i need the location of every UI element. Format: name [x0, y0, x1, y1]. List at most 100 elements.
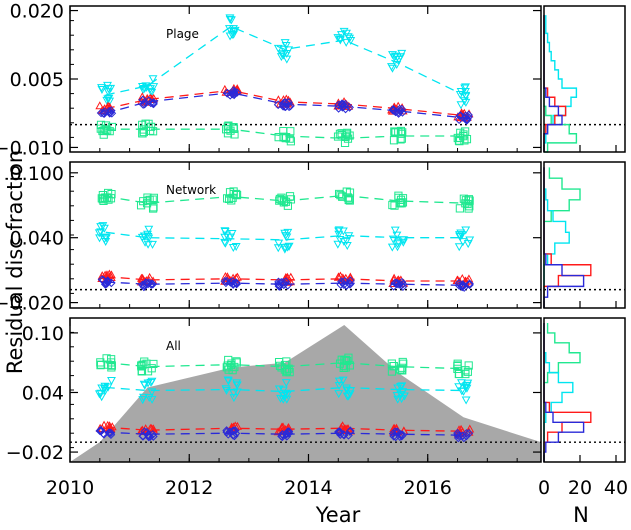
marker-cyan	[138, 86, 148, 95]
hist-frame	[543, 5, 626, 153]
marker-blue	[105, 108, 115, 118]
marker-blue	[454, 115, 464, 125]
marker-blue	[278, 430, 287, 439]
panel-label: Network	[166, 183, 216, 197]
marker-cyan	[230, 26, 240, 35]
marker-green	[140, 357, 149, 366]
marker-blue	[97, 275, 107, 284]
marker-blue	[334, 427, 343, 437]
marker-blue	[454, 431, 464, 441]
marker-blue	[336, 280, 346, 289]
marker-cyan	[281, 379, 291, 388]
marker-blue	[284, 102, 294, 112]
marker-green	[101, 121, 111, 130]
x-tick-label: 2014	[284, 477, 332, 499]
marker-blue	[278, 432, 287, 442]
marker-cyan	[222, 231, 232, 240]
marker-cyan	[457, 387, 467, 396]
marker-cyan	[144, 225, 154, 234]
marker-blue	[274, 281, 284, 291]
hist-x-tick-label: 40	[604, 477, 628, 499]
marker-green	[144, 119, 153, 128]
marker-green	[223, 129, 233, 138]
marker-blue	[229, 85, 238, 95]
marker-cyan	[460, 87, 470, 96]
marker-green	[453, 364, 462, 373]
marker-cyan	[148, 240, 157, 249]
marker-cyan	[99, 224, 109, 233]
marker-cyan	[147, 395, 157, 404]
marker-cyan	[454, 243, 464, 252]
marker-cyan	[107, 377, 116, 386]
marker-cyan	[394, 238, 403, 247]
marker-blue	[232, 88, 242, 97]
marker-green	[96, 358, 105, 367]
marker-green	[463, 199, 472, 209]
marker-cyan	[232, 381, 242, 390]
marker-green	[389, 362, 398, 371]
marker-cyan	[229, 394, 239, 403]
marker-blue	[284, 427, 294, 436]
marker-green	[285, 368, 294, 377]
marker-green	[138, 129, 147, 138]
marker-cyan	[342, 386, 352, 395]
series-trend-cyan	[105, 25, 464, 96]
marker-cyan	[462, 381, 472, 390]
marker-green	[106, 358, 116, 367]
marker-cyan	[344, 232, 354, 241]
marker-blue	[334, 100, 343, 110]
marker-blue	[344, 431, 353, 440]
panel-label: Plage	[166, 27, 199, 41]
marker-cyan	[336, 31, 346, 40]
marker-green	[138, 360, 147, 369]
marker-green	[459, 194, 468, 203]
marker-cyan	[388, 235, 398, 244]
marker-blue	[99, 109, 108, 118]
marker-cyan	[456, 379, 466, 388]
marker-green	[397, 129, 406, 138]
marker-red	[465, 424, 475, 433]
marker-cyan	[225, 14, 235, 23]
marker-blue	[335, 427, 344, 436]
marker-cyan	[96, 228, 106, 237]
marker-blue	[346, 426, 355, 436]
marker-cyan	[335, 236, 345, 245]
marker-cyan	[149, 83, 159, 92]
marker-red	[137, 92, 147, 101]
panel-top: 0.020 0.005 −0.010 Plage	[0, 1, 626, 159]
marker-cyan	[102, 96, 112, 105]
marker-green	[103, 126, 112, 135]
marker-blue	[96, 108, 106, 118]
marker-cyan	[139, 393, 148, 402]
marker-cyan	[94, 390, 104, 399]
x-tick-label: 2016	[404, 477, 452, 499]
marker-blue	[228, 280, 238, 289]
marker-blue	[274, 277, 283, 287]
marker-cyan	[273, 44, 283, 53]
marker-blue	[145, 432, 155, 442]
marker-cyan	[137, 233, 147, 242]
marker-cyan	[106, 84, 116, 93]
marker-green	[453, 359, 462, 368]
marker-green	[343, 193, 353, 202]
marker-blue	[102, 279, 112, 289]
marker-blue	[283, 281, 293, 290]
marker-blue	[398, 282, 408, 292]
marker-blue	[453, 428, 462, 438]
marker-blue	[338, 278, 347, 287]
marker-cyan	[229, 27, 239, 36]
marker-green	[279, 133, 288, 142]
marker-cyan	[396, 382, 405, 391]
panel-plot-area	[70, 324, 541, 462]
marker-cyan	[232, 379, 242, 388]
y-tick-label: 0.005	[10, 69, 64, 91]
marker-green	[149, 203, 158, 212]
marker-red	[100, 104, 109, 113]
marker-blue	[274, 280, 284, 290]
marker-green	[107, 190, 116, 199]
marker-cyan	[95, 234, 105, 243]
histogram-middle	[543, 161, 626, 309]
marker-blue	[391, 432, 401, 442]
marker-cyan	[338, 227, 348, 236]
